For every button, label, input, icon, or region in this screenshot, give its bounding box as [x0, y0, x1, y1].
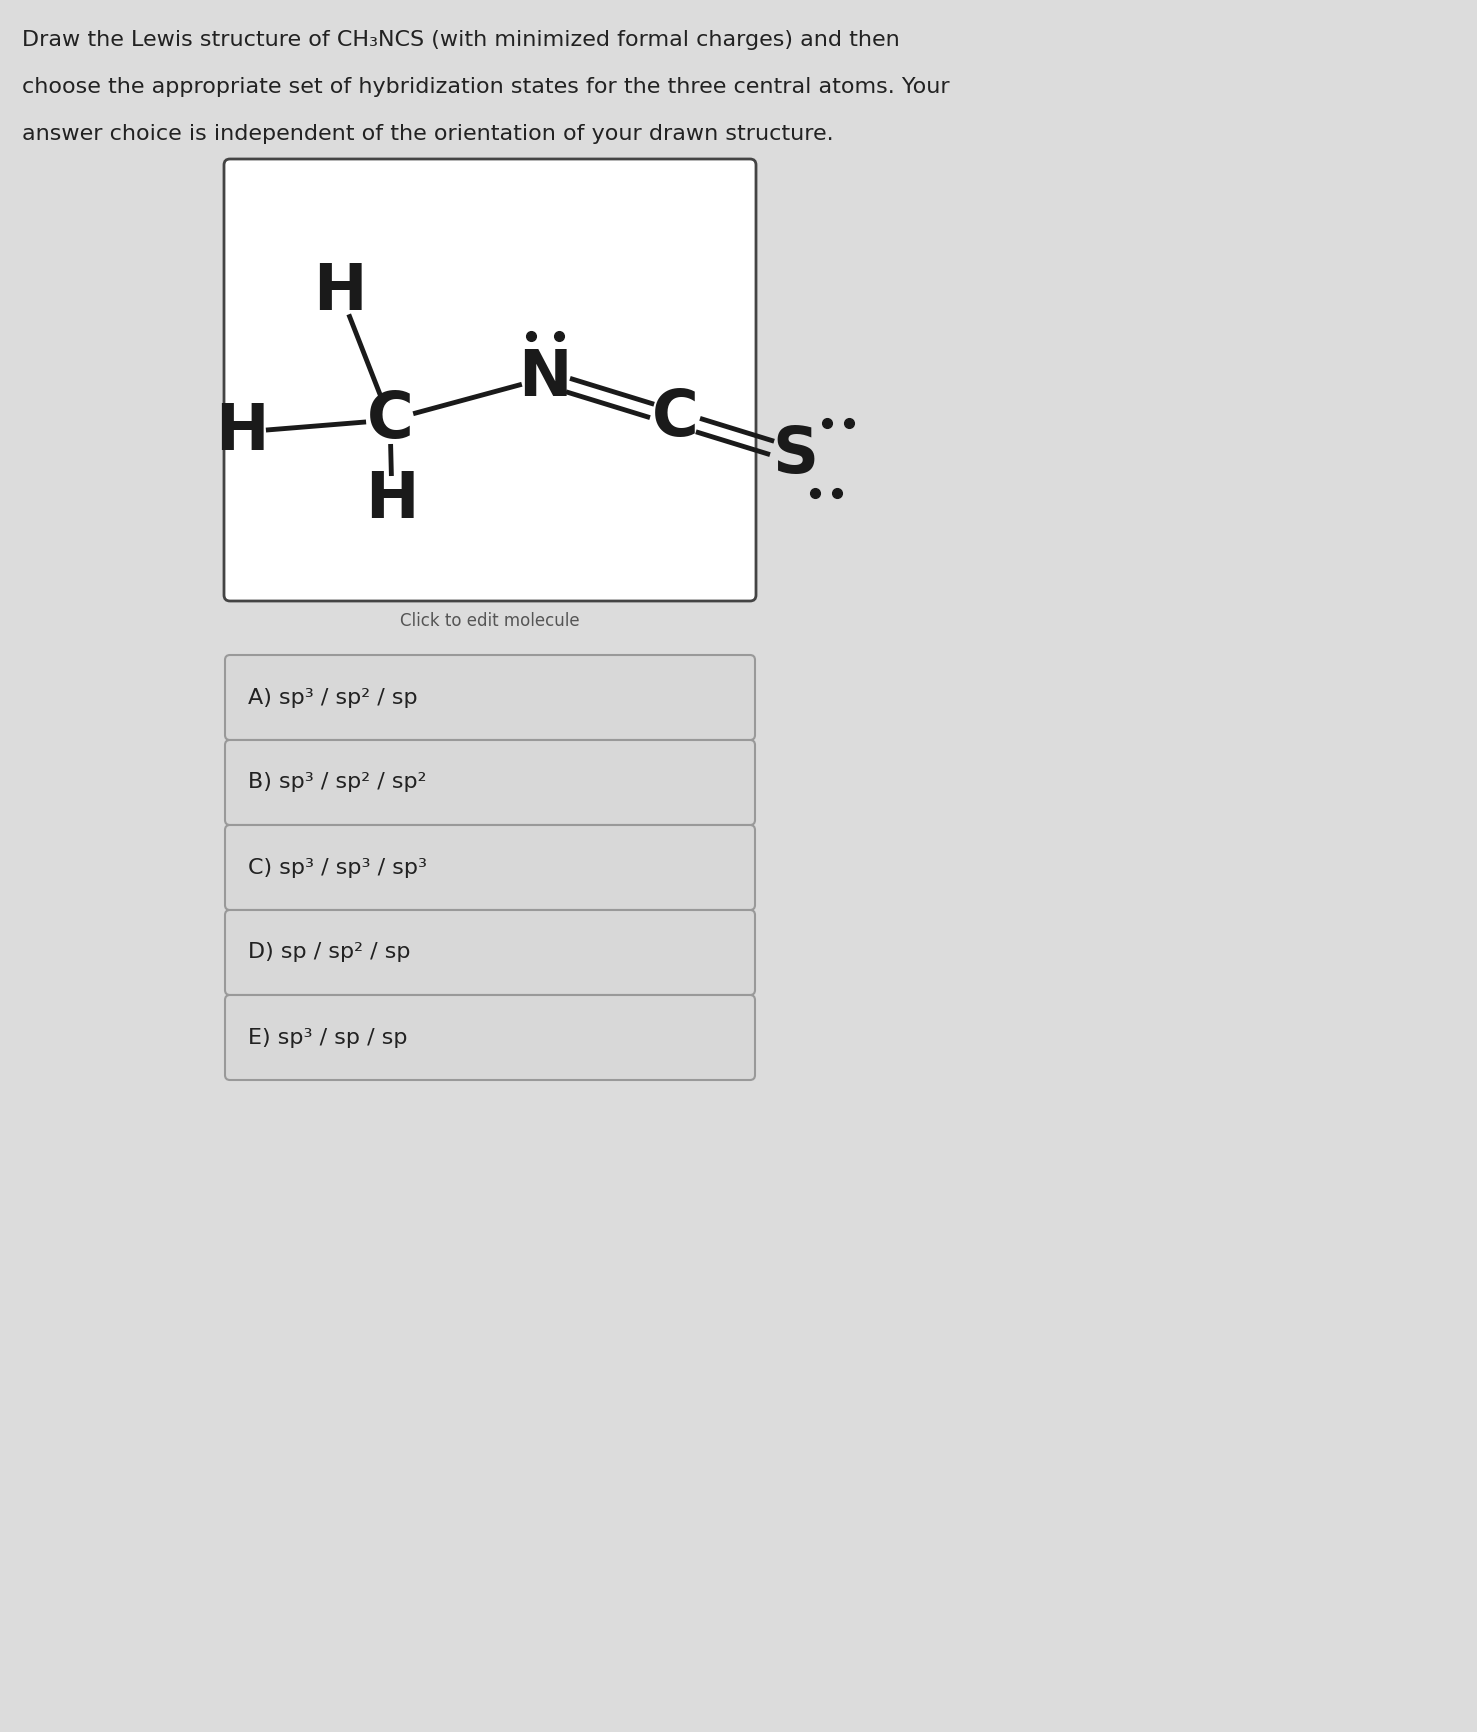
Text: choose the appropriate set of hybridization states for the three central atoms. : choose the appropriate set of hybridizat…: [22, 76, 950, 97]
Text: D) sp / sp² / sp: D) sp / sp² / sp: [248, 942, 411, 963]
FancyBboxPatch shape: [225, 655, 755, 740]
Text: B) sp³ / sp² / sp²: B) sp³ / sp² / sp²: [248, 772, 427, 793]
Text: N: N: [518, 346, 572, 409]
FancyBboxPatch shape: [225, 994, 755, 1081]
Text: E) sp³ / sp / sp: E) sp³ / sp / sp: [248, 1027, 408, 1048]
Text: S: S: [772, 424, 818, 487]
Text: Click to edit molecule: Click to edit molecule: [400, 611, 580, 630]
Text: C) sp³ / sp³ / sp³: C) sp³ / sp³ / sp³: [248, 857, 427, 878]
Text: H: H: [313, 262, 366, 322]
Text: A) sp³ / sp² / sp: A) sp³ / sp² / sp: [248, 688, 418, 707]
Text: H: H: [216, 402, 269, 462]
FancyBboxPatch shape: [225, 909, 755, 994]
Text: Draw the Lewis structure of CH₃NCS (with minimized formal charges) and then: Draw the Lewis structure of CH₃NCS (with…: [22, 29, 899, 50]
Text: C: C: [651, 386, 699, 449]
FancyBboxPatch shape: [225, 824, 755, 909]
Text: answer choice is independent of the orientation of your drawn structure.: answer choice is independent of the orie…: [22, 125, 833, 144]
Text: C: C: [366, 390, 414, 450]
FancyBboxPatch shape: [225, 740, 755, 824]
Text: H: H: [365, 469, 419, 532]
FancyBboxPatch shape: [225, 159, 756, 601]
